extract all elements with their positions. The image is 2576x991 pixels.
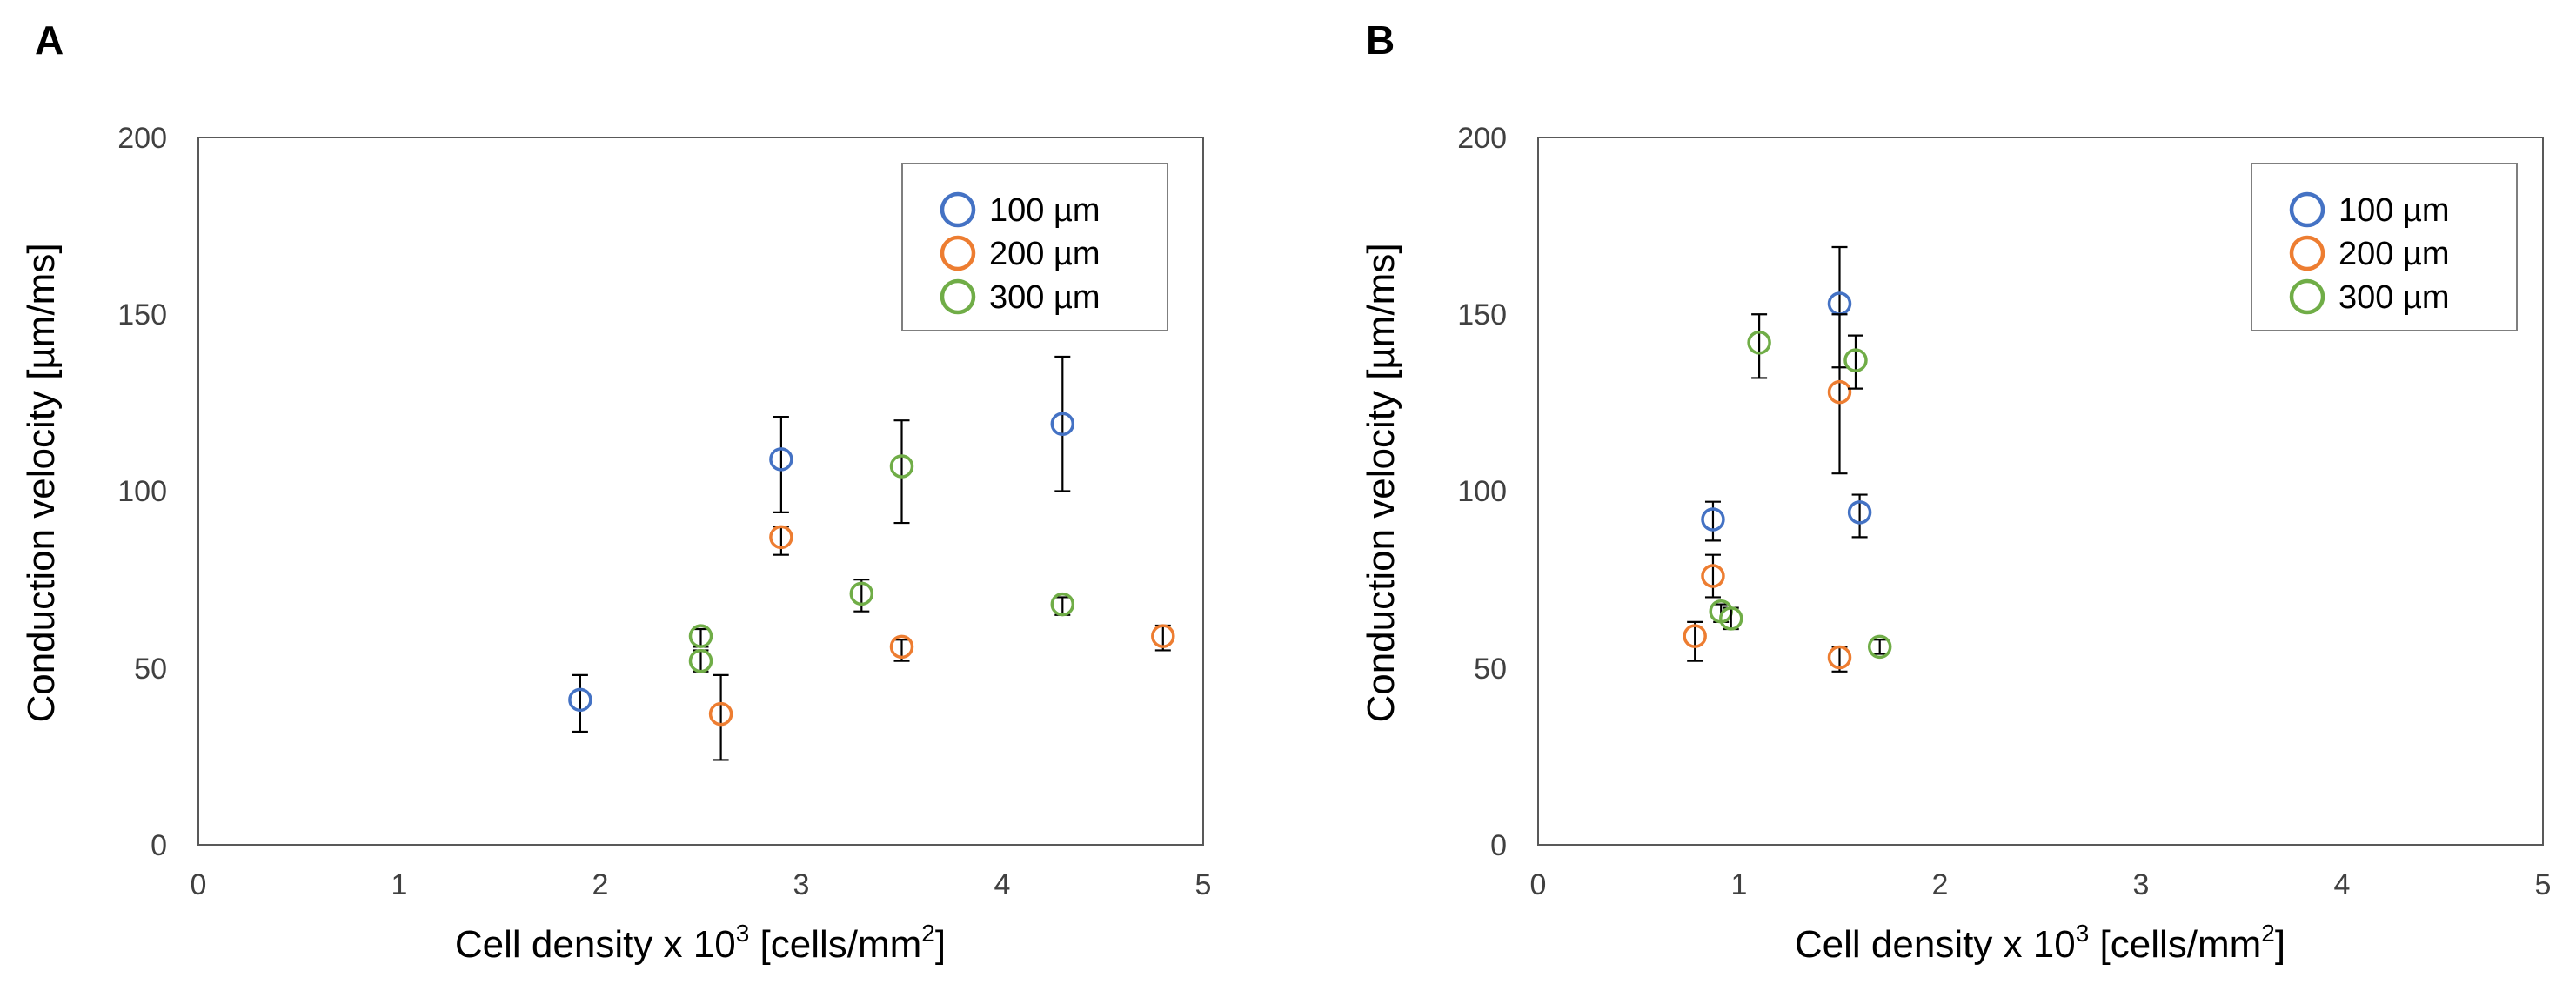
panel-a-series-1-point-2 [889, 634, 914, 660]
panel-b-series-1-point-2 [1827, 379, 1852, 405]
panel-b-legend-label-300: 300 µm [2338, 279, 2450, 316]
panel-b-series-1-error-bar-2 [1831, 313, 1848, 475]
panel-a-series-2-point-1 [688, 648, 713, 673]
panel-b-series-2-point-1 [1719, 606, 1743, 631]
panel-b-xtick-labels: 0 1 2 3 4 5 [1530, 868, 2552, 901]
panel-a-legend: 100 µm 200 µm 300 µm [901, 163, 1168, 331]
panel-a-series-2-point-4 [1050, 592, 1075, 617]
panel-b-ytick-150: 150 [1457, 298, 1507, 331]
panel-b-legend: 100 µm 200 µm 300 µm [2251, 163, 2518, 331]
panel-b-marks [1683, 245, 1892, 673]
panel-b-series-2-error-bar-4 [1871, 639, 1888, 655]
panel-b-legend-marker-300 [2289, 278, 2325, 315]
panel-a-y-axis-title: Conduction velocity [µm/ms] [20, 243, 63, 722]
panel-a-ytick-50: 50 [134, 653, 167, 686]
panel-a: A 200 150 100 50 0 0 1 2 3 4 5 Cell dens… [20, 17, 1211, 966]
panel-a-ytick-0: 0 [151, 829, 167, 862]
panel-a-series-0-error-bar-1 [773, 416, 789, 513]
panel-a-xtick-4: 4 [994, 868, 1011, 901]
panel-b-xtick-5: 5 [2535, 868, 2552, 901]
panel-b-ytick-labels: 200 150 100 50 0 [1457, 122, 1507, 862]
panel-a-label: A [35, 17, 64, 63]
panel-b-legend-marker-100 [2289, 191, 2325, 228]
panel-a-ytick-200: 200 [117, 122, 167, 155]
panel-b-ytick-100: 100 [1457, 475, 1507, 508]
panel-a-series-2-error-bar-2 [853, 579, 870, 613]
panel-a-xtick-5: 5 [1195, 868, 1212, 901]
panel-a-xtick-3: 3 [793, 868, 810, 901]
panel-b-series-1-point-3 [1827, 645, 1852, 670]
panel-a-series-0-point-1 [769, 447, 793, 472]
panel-a-xtick-0: 0 [191, 868, 207, 901]
panel-b-legend-box [2251, 163, 2518, 331]
panel-a-series-1-point-0 [708, 701, 733, 727]
panel-b-ytick-200: 200 [1457, 122, 1507, 155]
panel-a-ytick-150: 150 [117, 298, 167, 331]
panel-a-series-1-point-1 [769, 525, 793, 550]
panel-b-ytick-0: 0 [1490, 829, 1507, 862]
panel-b-label: B [1366, 17, 1395, 63]
panel-a-legend-box [901, 163, 1168, 331]
panel-b-xtick-4: 4 [2334, 868, 2351, 901]
panel-a-series-2-point-3 [889, 454, 914, 479]
panel-a-marks [568, 355, 1175, 761]
panel-a-series-1-point-3 [1151, 624, 1175, 648]
panel-b-series-1-point-1 [1701, 564, 1725, 588]
panel-b-series-1-error-bar-0 [1687, 620, 1703, 662]
panel-a-series-0-point-2 [1050, 412, 1075, 437]
panel-a-legend-label-100: 100 µm [989, 192, 1101, 229]
panel-a-legend-marker-300 [940, 278, 976, 315]
panel-b-legend-label-100: 100 µm [2338, 192, 2450, 229]
panel-a-series-0-error-bar-0 [572, 673, 588, 733]
panel-a-series-1-error-bar-1 [773, 526, 789, 556]
panel-b-series-2-point-4 [1867, 634, 1892, 660]
panel-b-ytick-50: 50 [1474, 653, 1507, 686]
panel-b-series-1-point-0 [1683, 624, 1707, 648]
panel-b-legend-marker-200 [2289, 235, 2325, 271]
panel-b-series-2-error-bar-3 [1847, 334, 1863, 390]
panel-a-x-axis-title: Cell density x 103 [cells/mm2] [455, 920, 946, 966]
panel-a-legend-label-300: 300 µm [989, 279, 1101, 316]
panel-b-series-2-error-bar-2 [1751, 313, 1768, 379]
panel-b-series-0-point-2 [1847, 500, 1872, 525]
panel-b: B 200 150 100 50 0 0 1 2 3 4 5 Cell dens… [1360, 17, 2551, 966]
panel-a-series-0-point-0 [568, 687, 592, 713]
panel-b-xtick-2: 2 [1932, 868, 1949, 901]
panel-a-xtick-labels: 0 1 2 3 4 5 [191, 868, 1212, 901]
panel-b-series-2-point-2 [1747, 331, 1771, 355]
panel-a-series-2-point-0 [688, 624, 713, 648]
panel-a-xtick-1: 1 [391, 868, 408, 901]
panel-b-xtick-3: 3 [2133, 868, 2150, 901]
panel-b-series-0-point-0 [1701, 507, 1725, 532]
panel-a-legend-label-200: 200 µm [989, 236, 1101, 272]
panel-b-xtick-0: 0 [1530, 868, 1547, 901]
panel-b-legend-label-200: 200 µm [2338, 236, 2450, 272]
panel-a-xtick-2: 2 [592, 868, 609, 901]
panel-b-xtick-1: 1 [1731, 868, 1748, 901]
panel-b-series-2-point-3 [1843, 348, 1868, 372]
panel-a-series-2-point-2 [849, 581, 874, 606]
panel-a-ytick-100: 100 [117, 475, 167, 508]
panel-a-series-0-error-bar-2 [1054, 355, 1071, 492]
panel-a-plot-area [197, 137, 1204, 846]
panel-b-x-axis-title: Cell density x 103 [cells/mm2] [1795, 920, 2285, 966]
panel-a-ytick-labels: 200 150 100 50 0 [117, 122, 167, 862]
panel-b-series-1-error-bar-1 [1704, 553, 1721, 599]
panel-b-y-axis-title: Conduction velocity [µm/ms] [1360, 243, 1402, 722]
panel-a-legend-marker-200 [940, 235, 976, 271]
panel-a-legend-marker-100 [940, 191, 976, 228]
panel-a-series-1-error-bar-0 [713, 673, 729, 761]
panel-a-series-2-error-bar-3 [893, 419, 910, 525]
panel-b-plot-area [1537, 137, 2544, 846]
